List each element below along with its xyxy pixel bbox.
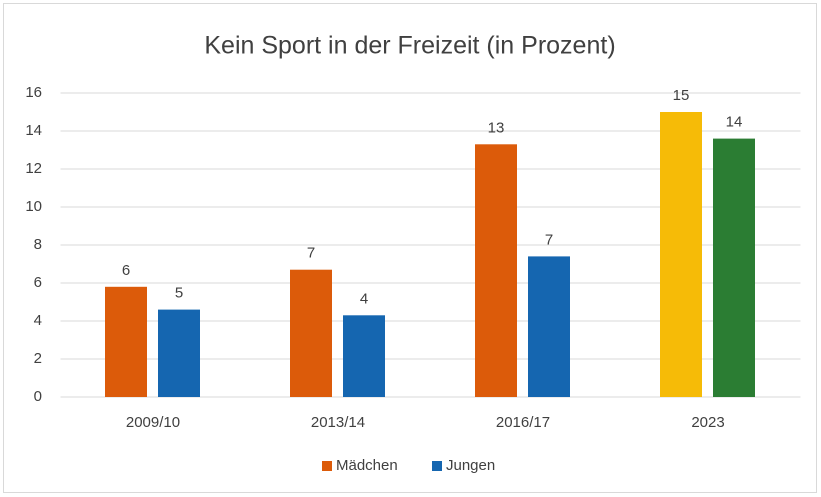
data-label: 6 xyxy=(122,262,130,279)
legend-swatch xyxy=(432,461,442,471)
y-tick-label: 4 xyxy=(34,312,42,329)
legend-label: Jungen xyxy=(446,457,495,474)
bar xyxy=(290,269,332,397)
data-label: 7 xyxy=(307,245,315,262)
bar xyxy=(475,144,517,397)
y-tick-label: 0 xyxy=(34,388,42,405)
bar xyxy=(343,315,385,397)
data-label: 13 xyxy=(488,119,505,136)
legend-label: Mädchen xyxy=(336,457,398,474)
bar xyxy=(105,286,147,397)
data-label: 4 xyxy=(360,290,368,307)
x-tick-label: 2013/14 xyxy=(311,414,365,431)
y-tick-label: 12 xyxy=(25,160,42,177)
y-tick-label: 8 xyxy=(34,236,42,253)
x-tick-label: 2016/17 xyxy=(496,414,550,431)
data-label: 5 xyxy=(175,285,183,302)
data-label: 7 xyxy=(545,231,553,248)
bar xyxy=(713,138,755,397)
bar xyxy=(158,309,200,397)
y-tick-label: 14 xyxy=(25,122,42,139)
data-label: 15 xyxy=(673,87,690,104)
bar xyxy=(660,112,702,397)
y-tick-label: 10 xyxy=(25,198,42,215)
x-tick-label: 2023 xyxy=(691,414,724,431)
y-tick-label: 2 xyxy=(34,350,42,367)
bar xyxy=(528,256,570,397)
y-tick-label: 6 xyxy=(34,274,42,291)
legend-swatch xyxy=(322,461,332,471)
x-tick-label: 2009/10 xyxy=(126,414,180,431)
chart-title: Kein Sport in der Freizeit (in Prozent) xyxy=(204,32,615,60)
y-tick-label: 16 xyxy=(25,84,42,101)
data-label: 14 xyxy=(726,114,743,131)
